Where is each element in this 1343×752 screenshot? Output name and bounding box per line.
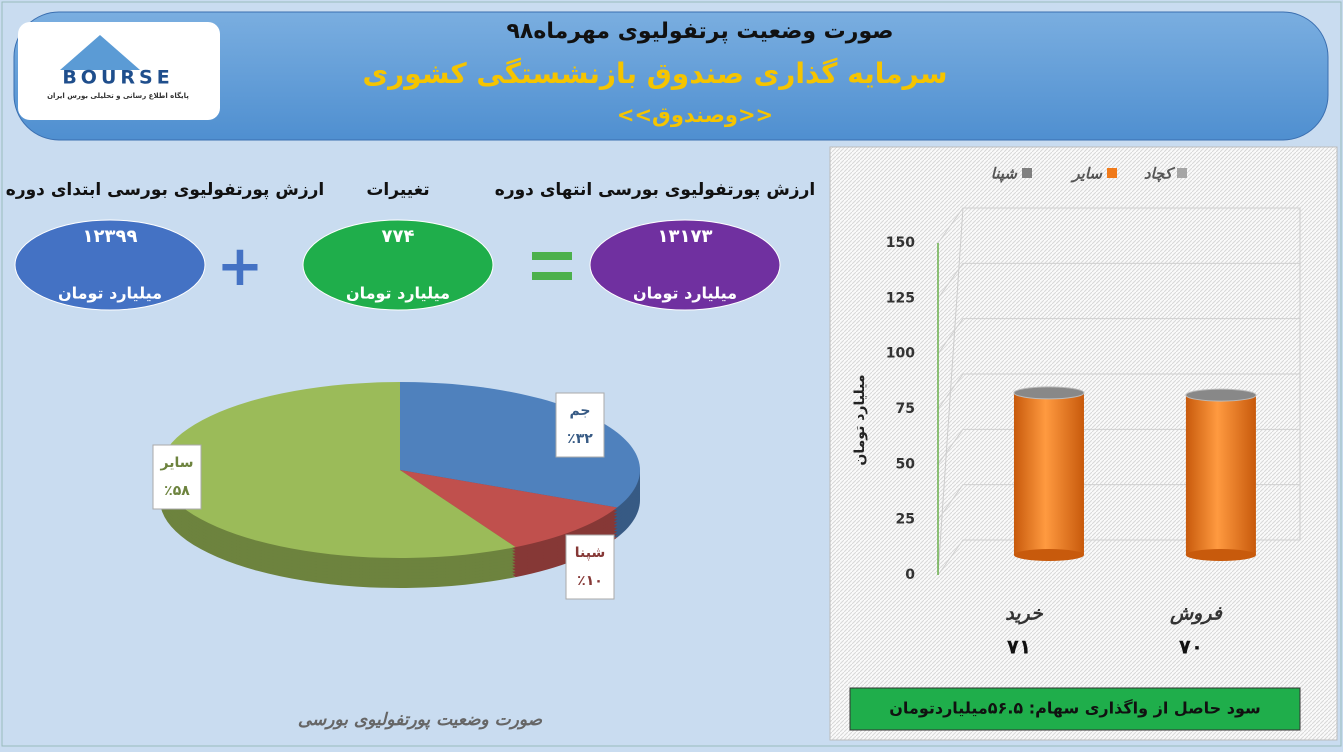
summary-unit: میلیارد تومان (346, 284, 450, 303)
footer-box (849, 687, 1301, 731)
y-tick-label: 25 (896, 512, 915, 528)
value-label: ۷۱ (1007, 635, 1031, 659)
summary-label: تغییرات (366, 180, 429, 200)
bar-top (1185, 388, 1257, 402)
x-tick-label: فروش (1169, 603, 1223, 625)
pie-label-box (565, 534, 615, 600)
logo-icon (60, 35, 140, 70)
y-tick-label: 50 (896, 456, 916, 472)
pie-caption: صورت وضعیت پورتفولیوی بورسی (298, 710, 543, 730)
summary-oval (14, 219, 206, 311)
y-tick-label: 75 (896, 401, 915, 417)
pie-label-box (152, 444, 202, 510)
summary-value: ۱۲۳۹۹ (83, 226, 138, 247)
pie-label-name: جم (569, 403, 590, 419)
summary-value: ۷۷۴ (382, 226, 415, 247)
header-banner (13, 11, 1329, 141)
equals-bar (532, 252, 572, 260)
subtitle: سرمایه گذاری صندوق بازنشستگی کشوری (362, 57, 947, 90)
y-tick-label: 125 (886, 290, 915, 306)
logo-text: BOURSE (62, 67, 173, 89)
legend-label: شپنا (991, 165, 1019, 183)
pie-label-value: ٪۵۸ (164, 483, 190, 499)
legend-swatch (1022, 168, 1032, 178)
pie-label-value: ٪۳۲ (567, 431, 593, 447)
pie-slice (160, 382, 516, 558)
y-tick-label: 150 (886, 235, 915, 251)
summary-oval (589, 219, 781, 311)
plus-sign: + (217, 234, 264, 299)
grid-line (937, 318, 1300, 354)
title: صورت وضعیت پرتفولیوی مهرماه۹۸ (506, 19, 893, 44)
legend-label: سایر (1070, 165, 1103, 183)
legend-swatch (1177, 168, 1187, 178)
grid-line (937, 262, 1300, 299)
y-tick-label: 0 (905, 567, 915, 583)
bar (1185, 395, 1256, 555)
bar-top (1013, 386, 1085, 400)
pie-label-name: شپنا (575, 545, 605, 561)
summary-value: ۱۳۱۷۳ (658, 226, 713, 247)
y-tick-label: 100 (886, 346, 915, 362)
pie-slice (400, 470, 618, 548)
summary-oval (302, 219, 494, 311)
pie-label-box (555, 392, 605, 458)
summary-label: ارزش پورتفولیوی بورسی انتهای دوره (495, 180, 815, 200)
grid-line (937, 373, 1300, 410)
equals-bar (532, 272, 572, 280)
logo-caption: پایگاه اطلاع رسانی و تحلیلی بورس ایران (47, 91, 189, 100)
footer-text: سود حاصل از واگذاری سهام: ۵۶.۵میلیاردتوم… (889, 699, 1261, 718)
bar-base (1013, 549, 1084, 561)
pie-label-value: ٪۱۰ (577, 573, 603, 589)
value-label: ۷۰ (1179, 635, 1203, 659)
bar (1013, 392, 1084, 555)
legend-swatch (1107, 168, 1117, 178)
summary-unit: میلیارد تومان (58, 284, 162, 303)
summary-label: ارزش پورتفولیوی بورسی ابتدای دوره (6, 180, 324, 200)
grid-line (937, 207, 1300, 244)
x-tick-label: خرید (1005, 603, 1044, 625)
summary-unit: میلیارد تومان (633, 284, 737, 303)
pie-label-name: سایر (160, 455, 194, 471)
bar-base (1185, 549, 1256, 561)
y-axis-label: میلیارد تومان (852, 374, 868, 465)
logo-box (18, 22, 220, 120)
legend-label: کچاد (1144, 165, 1176, 183)
fund-name: <<وصندوق>> (617, 103, 773, 127)
